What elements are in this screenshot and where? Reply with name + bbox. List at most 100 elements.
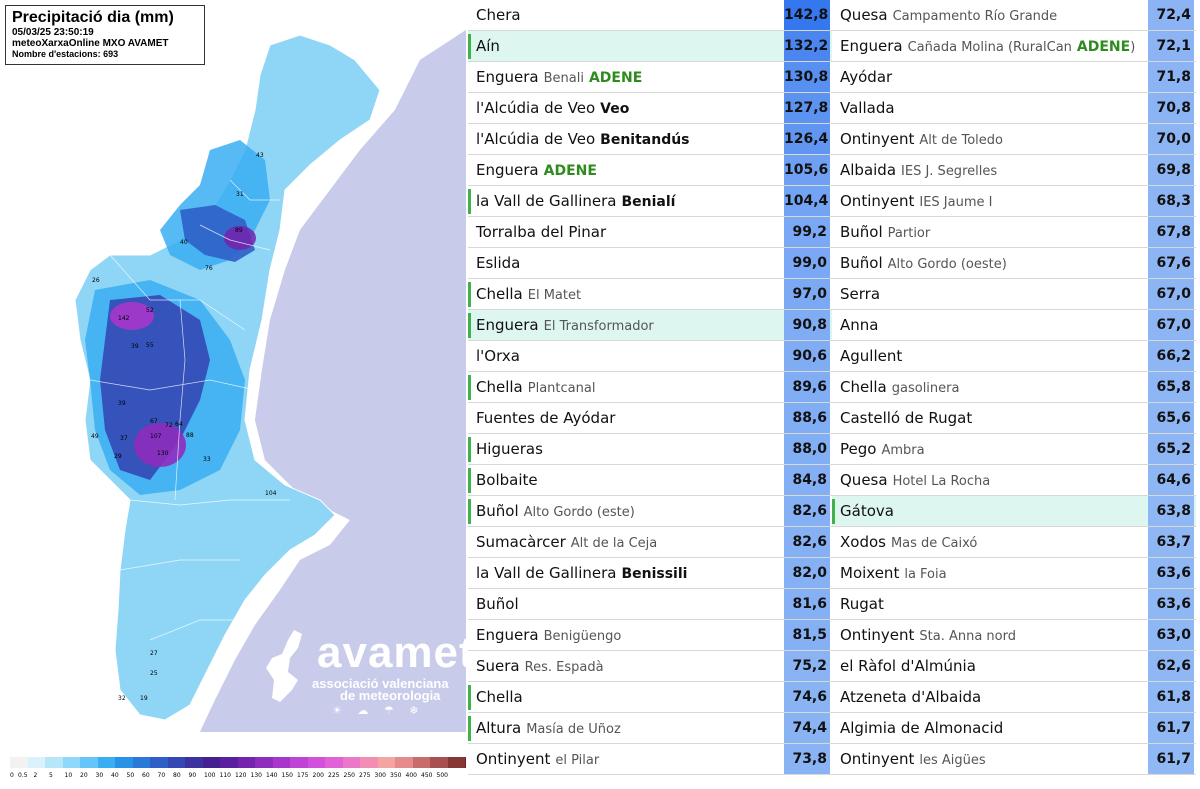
station-row: Ontinyent les Aigües 61,7 [832, 744, 1196, 775]
station-row: Enguera Benali ADENE 130,8 [468, 62, 832, 93]
precip-value: 126,4 [784, 124, 830, 154]
station-name: Ayódar [840, 68, 893, 86]
station-value: 55 [146, 342, 154, 349]
legend-label: 10 [64, 772, 73, 779]
station-row: Albaida IES J. Segrelles 69,8 [832, 155, 1196, 186]
station-name-cell: Rugat [840, 589, 884, 619]
legend-swatch [185, 757, 203, 768]
station-value: 19 [140, 695, 148, 702]
station-sublocation: gasolinera [891, 381, 960, 396]
station-name-cell: l'Orxa [476, 341, 520, 371]
legend-swatch [237, 757, 255, 768]
station-name: Sumacàrcer [476, 533, 566, 551]
precip-value: 82,6 [784, 527, 830, 557]
station-sublocation: Alt de Toledo [919, 133, 1003, 148]
station-value: 76 [205, 265, 213, 272]
legend-swatch [167, 757, 185, 768]
station-name-cell: l'Alcúdia de Veo Veo [476, 93, 629, 124]
precip-value: 142,8 [784, 0, 830, 30]
legend-label: 20 [80, 772, 88, 779]
legend-label: 110 [219, 772, 231, 779]
station-value: 32 [118, 695, 126, 702]
station-row: Chella gasolinera 65,8 [832, 372, 1196, 403]
station-row: Fuentes de Ayódar 88,6 [468, 403, 832, 434]
precip-value: 65,8 [1148, 372, 1194, 402]
station-row: Ontinyent Sta. Anna nord 63,0 [832, 620, 1196, 651]
station-name: Bolbaite [476, 471, 538, 489]
legend-label: 225 [328, 772, 340, 779]
station-value: 89 [235, 227, 243, 234]
legend-swatch [220, 757, 238, 768]
sea [200, 30, 466, 732]
station-value: 104 [265, 490, 277, 497]
station-name: Buñol [476, 595, 519, 613]
legend-label: 400 [405, 772, 417, 779]
station-name: Ontinyent [840, 192, 915, 210]
precip-value: 104,4 [784, 186, 830, 216]
logo-line1: associació valenciana [312, 676, 449, 691]
precip-value: 72,4 [1148, 0, 1194, 30]
station-name-cell: Vallada [840, 93, 895, 123]
precip-value: 63,7 [1148, 527, 1194, 557]
precip-value: 82,0 [784, 558, 830, 588]
station-name-cell: Higueras [476, 434, 543, 464]
legend-swatch [307, 757, 325, 768]
station-row: Chella 74,6 [468, 682, 832, 713]
station-name: l'Alcúdia de Veo [476, 130, 596, 148]
legend-swatch [377, 757, 395, 768]
station-name-cell: Suera Res. Espadà [476, 651, 604, 683]
legend-labels: 0 0.5 2 5 10 20 30 40 50 60 70 80 90 100 110 120 130 140 1… [10, 772, 452, 779]
station-sublocation: Plantcanal [527, 381, 596, 396]
precip-value: 67,0 [1148, 310, 1194, 340]
legend-label: 275 [359, 772, 371, 779]
station-sublocation: Mas de Caixó [890, 536, 978, 551]
max-zone-chera [110, 302, 154, 330]
station-name-cell: Albaida IES J. Segrelles [840, 155, 997, 187]
station-sublocation: Benali [543, 71, 584, 86]
legend-label: 140 [266, 772, 278, 779]
station-name-cell: Buñol [476, 589, 519, 619]
precip-value: 61,7 [1148, 713, 1194, 743]
station-name-cell: Chella Plantcanal [476, 372, 595, 404]
legend-label: 0.5 [18, 772, 28, 779]
precip-value: 63,0 [1148, 620, 1194, 650]
station-row: la Vall de Gallinera Benissili 82,0 [468, 558, 832, 589]
station-row: Bolbaite 84,8 [468, 465, 832, 496]
legend-swatch [325, 757, 343, 768]
legend-label: 80 [173, 772, 181, 779]
legend-label: 150 [281, 772, 293, 779]
legend-swatch [342, 757, 360, 768]
station-name-cell: Chella gasolinera [840, 372, 959, 404]
map-station-count: Nombre d'estacions: 693 [12, 49, 119, 59]
station-name: la Vall de Gallinera [476, 564, 617, 582]
station-name: Ontinyent [476, 750, 551, 768]
legend-label: 30 [95, 772, 104, 779]
legend-label: 40 [111, 772, 119, 779]
station-name: Quesa [840, 6, 888, 24]
station-name: Higueras [476, 440, 543, 458]
station-value: 43 [256, 152, 264, 159]
station-name-cell: l'Alcúdia de Veo Benitandús [476, 124, 690, 155]
row-accent [468, 499, 471, 524]
station-name-cell: Pego Ambra [840, 434, 925, 466]
station-name: Chella [476, 688, 523, 706]
station-sublocation: Campamento Río Grande [892, 9, 1058, 24]
legend-label: 120 [235, 772, 247, 779]
station-row: Ontinyent Alt de Toledo 70,0 [832, 124, 1196, 155]
row-accent [468, 375, 471, 400]
station-name-cell: Moixent la Foia [840, 558, 947, 590]
station-value: 52 [146, 307, 154, 314]
precip-value: 70,8 [1148, 93, 1194, 123]
map-graphic: 142 52 107 130 88 67 39 26 49 37 40 55 76 89 43 31 29 104… [0, 0, 466, 732]
station-name: Enguera [476, 68, 539, 86]
precip-value: 71,8 [1148, 62, 1194, 92]
station-name-cell: la Vall de Gallinera Benissili [476, 558, 687, 589]
station-value: 130 [157, 450, 169, 457]
station-name: Ontinyent [840, 626, 915, 644]
precip-value: 81,6 [784, 589, 830, 619]
station-value: 33 [203, 456, 211, 463]
station-row: Rugat 63,6 [832, 589, 1196, 620]
legend-label: 5 [49, 772, 53, 779]
legend-swatch [62, 757, 80, 768]
station-name-cell: el Ràfol d'Almúnia [840, 651, 976, 681]
